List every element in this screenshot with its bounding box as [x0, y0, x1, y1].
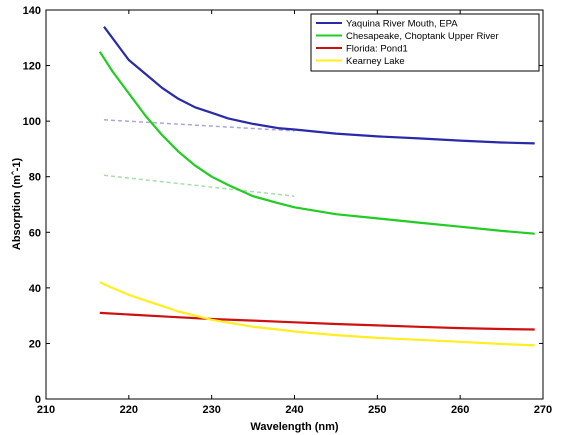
y-tick-label: 120: [23, 61, 41, 73]
x-axis: 210 220 230 240 250 260 270: [37, 10, 552, 416]
y-tick-label: 80: [29, 172, 41, 184]
series-line: [98, 51, 535, 235]
x-tick-label: 250: [368, 404, 386, 416]
series-lines: [98, 26, 535, 347]
reference-line: [103, 119, 295, 132]
series-line: [99, 281, 535, 347]
legend-label: Chesapeake, Choptank Upper River: [346, 31, 499, 42]
y-axis: 0 20 40 60 80 100 120 140: [23, 5, 543, 406]
legend-box: [310, 13, 540, 72]
x-tick-label: 210: [37, 404, 55, 416]
plot-area: [45, 9, 544, 400]
x-tick-label: 230: [202, 404, 220, 416]
y-tick-label: 60: [29, 227, 41, 239]
y-tick-label: 100: [23, 116, 41, 128]
legend-label: Yaquina River Mouth, EPA: [346, 19, 458, 30]
y-tick-label: 0: [35, 394, 41, 406]
x-tick-label: 260: [451, 404, 469, 416]
y-tick-label: 20: [29, 338, 41, 350]
legend-label: Kearney Lake: [346, 56, 405, 67]
y-axis-label: Absorption (mˆ-1): [11, 158, 23, 251]
reference-line: [103, 174, 295, 197]
x-axis-label: Wavelength (nm): [250, 421, 339, 433]
series-line: [103, 26, 535, 145]
x-tick-label: 220: [120, 404, 138, 416]
y-tick-label: 40: [29, 283, 41, 295]
y-tick-label: 140: [23, 5, 41, 17]
series-line: [99, 311, 535, 331]
legend-label: Florida: Pond1: [346, 44, 408, 55]
x-tick-label: 270: [534, 404, 552, 416]
reference-lines: [103, 119, 295, 197]
x-tick-label: 240: [285, 404, 303, 416]
